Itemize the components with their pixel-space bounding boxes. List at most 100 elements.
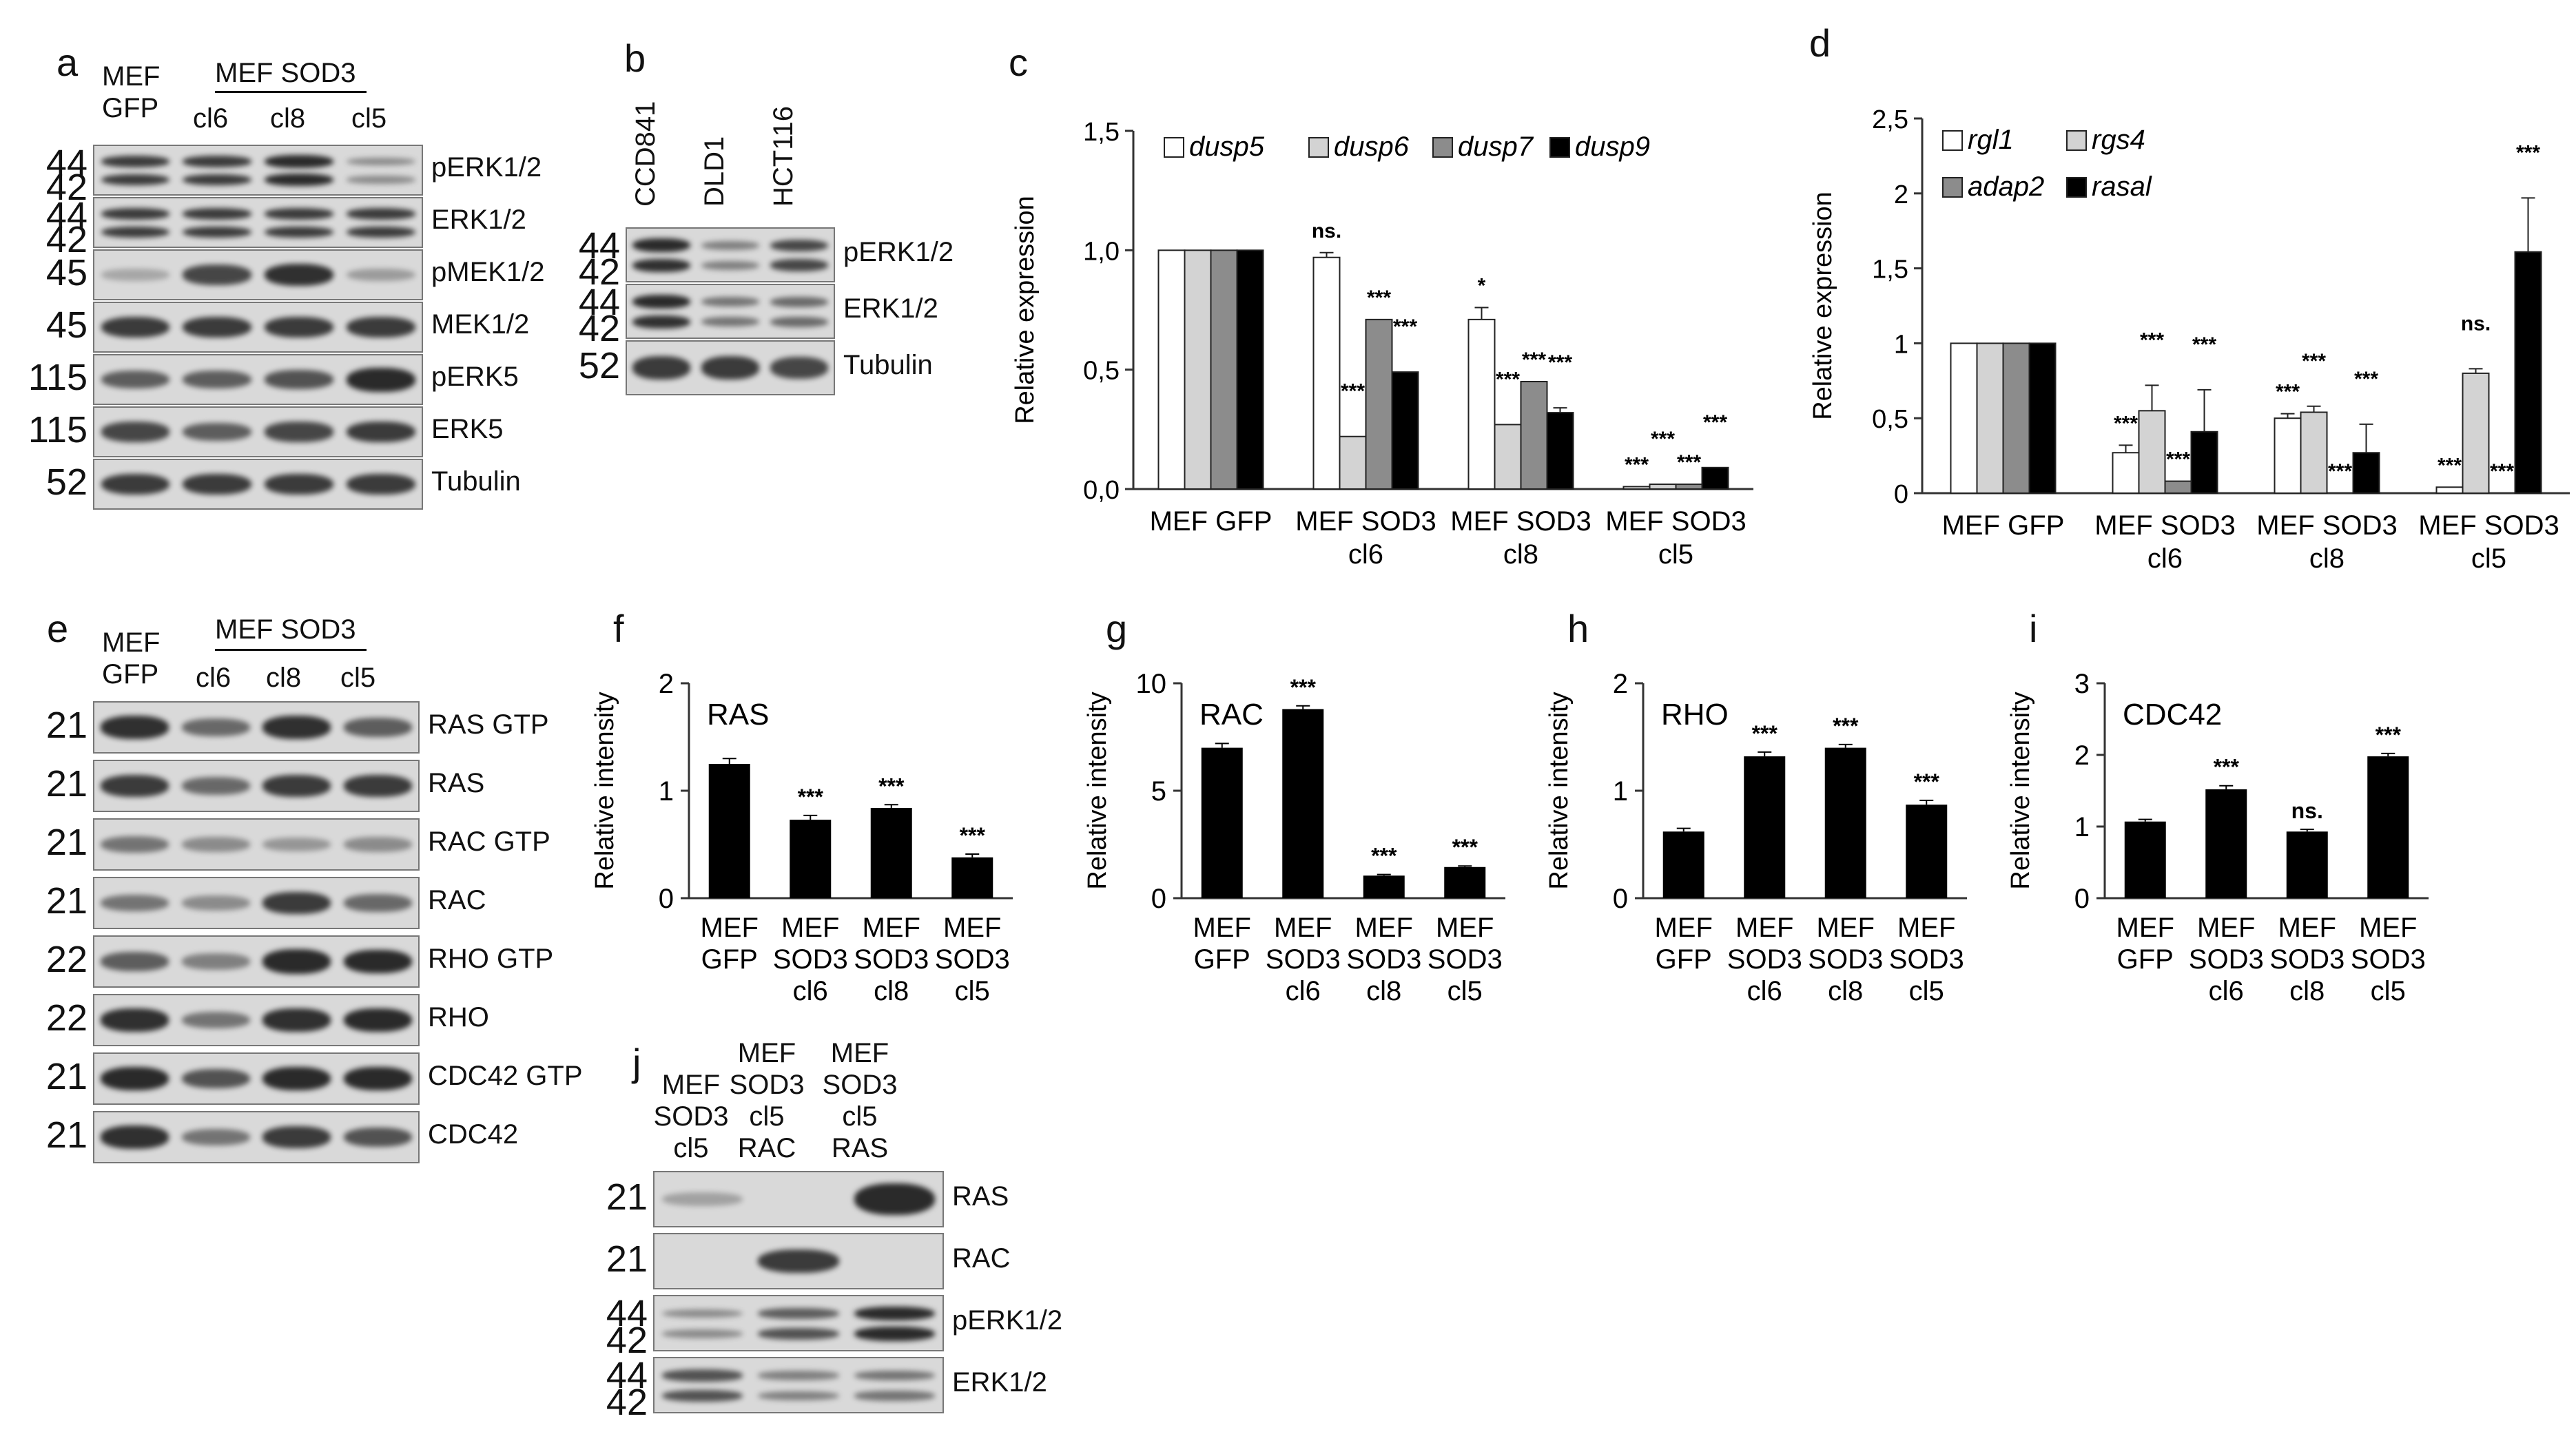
blot-band (265, 226, 333, 238)
protein-label: CDC42 (428, 1119, 519, 1150)
blot-band (343, 1008, 412, 1032)
category-label: cl6 (2147, 543, 2183, 574)
kda-marker: 45 (45, 252, 87, 293)
bar (1444, 866, 1486, 898)
lane-label-line: RAC (737, 1133, 796, 1163)
lane-label-line: RAS (831, 1133, 889, 1163)
blot-band (183, 473, 251, 495)
blot-band (701, 240, 759, 250)
blot-band (662, 1390, 743, 1402)
category-label: MEF (1897, 913, 1955, 943)
bar (951, 857, 993, 898)
blot-strip (93, 994, 420, 1046)
significance-label: *** (1341, 380, 1365, 403)
significance-label: *** (1496, 368, 1520, 391)
significance-label: * (1478, 275, 1486, 298)
protein-label: RHO GTP (428, 944, 554, 974)
lane-label: MEF SOD3 cl5 (653, 1069, 729, 1164)
category-label: MEF GFP (1942, 510, 2065, 541)
protein-label: pMEK1/2 (431, 257, 545, 287)
blot-band (701, 260, 759, 270)
protein-label: RAS (952, 1181, 1009, 1212)
protein-label: ERK5 (431, 414, 504, 444)
category-label: MEF (1436, 913, 1494, 943)
kda-marker: 44 (45, 143, 87, 184)
blot-band (343, 894, 412, 912)
kda-marker: 44 (45, 195, 87, 236)
lane-label: MEF SOD3 cl5 RAC (729, 1037, 805, 1164)
protein-label: RHO (428, 1002, 489, 1032)
significance-label: *** (1752, 721, 1778, 746)
kda-marker: 45 (45, 304, 87, 346)
blot-band (854, 1183, 935, 1216)
category-label: SOD3 (1889, 944, 1964, 975)
significance-label: *** (1290, 675, 1317, 700)
panel-letter-j: j (632, 1041, 641, 1084)
bar-dusp7 (1365, 318, 1393, 490)
lane-group-underline (215, 91, 367, 93)
legend-label: rgl1 (1968, 125, 2014, 155)
panel-letter-e: e (47, 607, 69, 650)
category-label: cl5 (1658, 539, 1693, 570)
kda-marker: 42 (45, 167, 87, 208)
category-label: MEF (863, 913, 920, 943)
blot-band (632, 315, 690, 329)
panel-letter-f: f (613, 607, 624, 650)
bar-adap2 (2002, 342, 2030, 494)
bar-dusp9 (1546, 412, 1574, 490)
legend-label: dusp6 (1334, 132, 1410, 162)
blot-band (262, 892, 331, 914)
lane-label: cl6 (193, 103, 229, 134)
category-label: cl5 (1447, 976, 1483, 1006)
blot-strip (653, 1171, 944, 1227)
bar (790, 820, 832, 898)
blot-strip (653, 1295, 944, 1351)
category-label: MEF (781, 913, 839, 943)
lane-group-label: MEF SOD3 (215, 58, 356, 88)
bar (2205, 789, 2247, 898)
bar-dusp6 (1649, 484, 1677, 490)
kda-marker: 52 (578, 345, 620, 386)
category-label: MEF (2278, 913, 2336, 943)
category-label: SOD3 (1346, 944, 1421, 975)
blot-band (101, 775, 169, 797)
significance-label: *** (2376, 723, 2402, 747)
category-label: SOD3 (2269, 944, 2345, 975)
panel-letter-d: d (1809, 21, 1831, 65)
category-label: GFP (1194, 944, 1250, 975)
blot-band (262, 949, 331, 974)
protein-label: ERK1/2 (431, 205, 526, 235)
blot-band (181, 953, 250, 970)
category-label: MEF SOD3 (1450, 506, 1591, 537)
blot-band (101, 1008, 169, 1032)
panel-letter-g: g (1106, 607, 1128, 650)
y-tick-label: 1 (2074, 812, 2090, 842)
category-label: MEF (1735, 913, 1793, 943)
blot-band (101, 473, 170, 495)
blot-band (265, 207, 333, 220)
kda-marker: 22 (45, 939, 87, 980)
blot-band (346, 473, 415, 495)
category-label: cl5 (955, 976, 990, 1006)
bar-dusp5 (1312, 256, 1341, 490)
blot-band (101, 174, 170, 186)
blot-strip (93, 302, 423, 353)
y-tick-label: 0 (1151, 884, 1166, 914)
kda-marker: 115 (28, 357, 87, 398)
lane-label-line: cl5 (842, 1101, 878, 1132)
bar-rgl1 (1950, 342, 1978, 494)
protein-label: RAS GTP (428, 709, 549, 740)
bar-rasal (2514, 251, 2542, 494)
significance-label: *** (1703, 411, 1727, 434)
blot-band (265, 422, 333, 442)
significance-label: *** (2490, 460, 2514, 483)
category-label: SOD3 (1428, 944, 1503, 975)
blot-band (101, 226, 170, 238)
protein-label: RAC GTP (428, 827, 550, 857)
category-label: MEF SOD3 (1295, 506, 1436, 537)
blot-band (181, 1011, 250, 1029)
blot-band (632, 356, 690, 380)
chart-c: 0,0 0,5 1,0 1,5 Relative expression MEF GFP ME… (1011, 118, 1753, 570)
lane-label-line: SOD3 (822, 1070, 898, 1100)
